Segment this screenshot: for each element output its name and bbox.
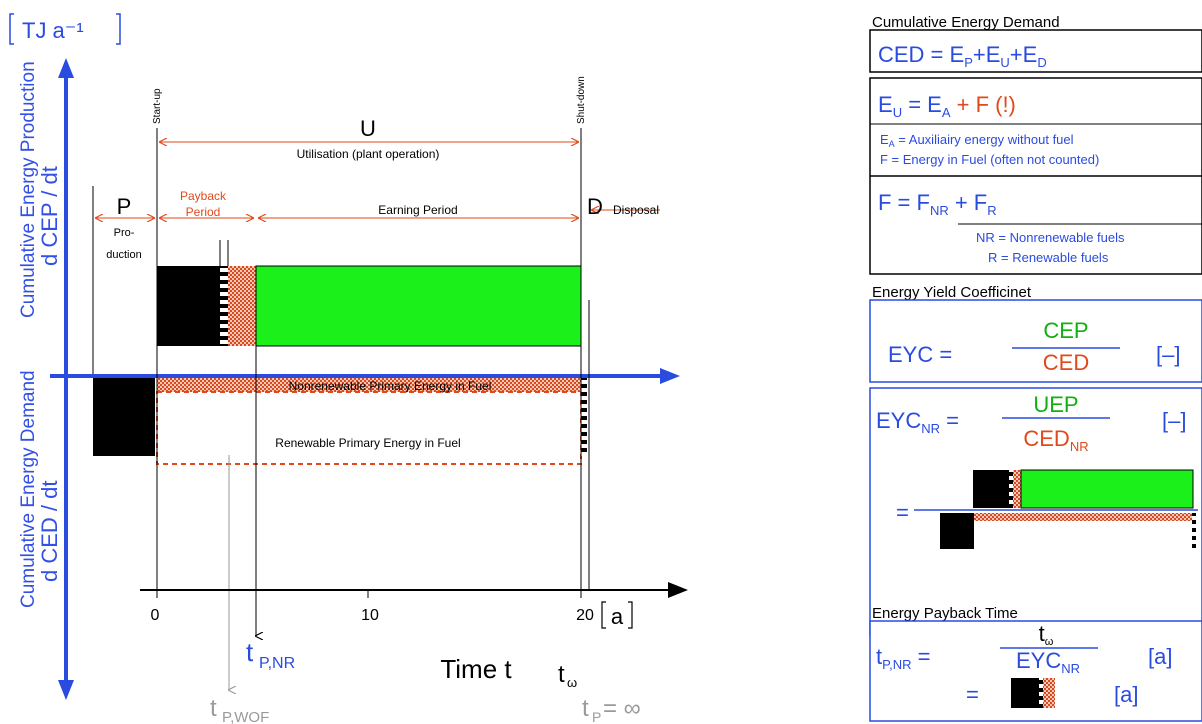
utilisation-label: Utilisation (plant operation) <box>297 147 440 161</box>
eu-equation: EU = EA + F (!) <box>878 92 1016 120</box>
startup-label: Start-up <box>152 88 163 124</box>
P-label: P <box>117 194 132 219</box>
earning-label: Earning Period <box>378 203 457 217</box>
ced-title: Cumulative Energy Demand <box>872 14 1060 31</box>
eycnr-numerator: UEP <box>1033 392 1078 417</box>
production-label-1: Pro- <box>114 227 135 239</box>
renewable-fuel-label: Renewable Primary Energy in Fuel <box>275 436 460 450</box>
eyc-numerator: CEP <box>1043 318 1088 343</box>
y-lower-label-2: d CED / dt <box>37 481 62 582</box>
r-note: R = Renewable fuels <box>988 250 1109 265</box>
eyc-title: Energy Yield Coefficinet <box>872 284 1032 301</box>
ept-equals: = <box>966 682 979 707</box>
svg-text:P: P <box>592 709 601 724</box>
eyc-lhs: EYC = <box>888 342 952 367</box>
ept-unit-2: [a] <box>1114 682 1138 707</box>
earning-bar <box>255 265 582 347</box>
renewable-fuel-bar <box>156 391 582 465</box>
mini-fuel-bar <box>974 513 1192 521</box>
unit-label-text: TJ a⁻¹ <box>22 18 84 43</box>
ept-unit-1: [a] <box>1148 644 1172 669</box>
tick-10: 10 <box>361 607 379 624</box>
y-lower-label-1: Cumulative Energy Demand <box>18 370 39 608</box>
x-axis-blue-arrow <box>660 368 680 384</box>
mini-production-bar <box>973 470 1009 508</box>
y-upper-label-1: Cumulative Energy Production <box>18 61 39 318</box>
axis-unit: a <box>601 601 633 629</box>
svg-text:= ∞: = ∞ <box>603 695 641 722</box>
nr-note: NR = Nonrenewable fuels <box>976 230 1125 245</box>
svg-text:t: t <box>246 637 254 667</box>
svg-text:P,WOF: P,WOF <box>222 709 269 724</box>
mini-earning-bar <box>1020 469 1194 509</box>
eyc-unit: [–] <box>1156 342 1180 367</box>
checker-bar <box>228 266 256 346</box>
f-equation: F = FNR + FR <box>878 190 997 218</box>
tick-0: 0 <box>151 607 160 624</box>
svg-text:a: a <box>611 604 624 629</box>
eycnr-denominator: CEDNR <box>1023 426 1088 454</box>
svg-text:t: t <box>558 661 565 688</box>
eyc-box <box>869 299 1202 383</box>
disposal-bar <box>581 376 587 456</box>
y-upper-label-2: d CEP / dt <box>37 166 62 266</box>
y-axis-arrow-up <box>58 58 74 78</box>
ced-box <box>869 29 1202 73</box>
eycnr-unit: [–] <box>1162 408 1186 433</box>
eycnr-box <box>869 387 1202 637</box>
tpnr-label: t P,NR <box>246 637 295 672</box>
unit-label: TJ a⁻¹ <box>9 13 121 45</box>
y-axis-arrow-down <box>58 680 74 700</box>
disposal-label: Disposal <box>613 203 659 217</box>
production-bar <box>93 376 155 456</box>
time-label: Time t <box>440 654 512 684</box>
f-note: F = Energy in Fuel (often not counted) <box>880 152 1099 167</box>
tomega-label: t ω <box>558 661 577 690</box>
utilisation-black-bar <box>157 266 220 346</box>
tpwof-label: t P,WOF <box>210 695 269 724</box>
eycnr-lhs: EYCNR = <box>876 408 959 436</box>
svg-text:P,NR: P,NR <box>259 655 295 672</box>
U-label: U <box>360 116 376 141</box>
svg-text:t: t <box>582 695 589 722</box>
ept-checker-bar <box>1043 678 1055 708</box>
striped-bar <box>220 266 228 346</box>
tick-20: 20 <box>576 607 594 624</box>
tp-infinity-label: t P = ∞ <box>582 695 641 724</box>
D-label: D <box>587 194 603 219</box>
time-axis-arrow <box>668 582 688 598</box>
shutdown-label: Shut-down <box>576 76 587 124</box>
svg-text:t: t <box>210 695 217 722</box>
production-label-2: duction <box>106 249 141 261</box>
mini-demand-bar <box>940 513 974 549</box>
payback-label-1: Payback <box>180 189 227 203</box>
nonrenewable-fuel-bar <box>157 376 581 392</box>
ced-equation: CED = EP+EU+ED <box>878 42 1047 70</box>
mini-equals: = <box>896 500 909 525</box>
ept-title: Energy Payback Time <box>872 605 1018 622</box>
nonrenewable-fuel-label: Nonrenewable Primary Energy in Fuel <box>289 379 492 393</box>
payback-label-2: Period <box>186 205 221 219</box>
ea-note: EA = Auxiliairy energy without fuel <box>880 132 1074 149</box>
ept-black-bar <box>1011 678 1039 708</box>
svg-text:ω: ω <box>567 675 577 690</box>
eyc-denominator: CED <box>1043 350 1089 375</box>
